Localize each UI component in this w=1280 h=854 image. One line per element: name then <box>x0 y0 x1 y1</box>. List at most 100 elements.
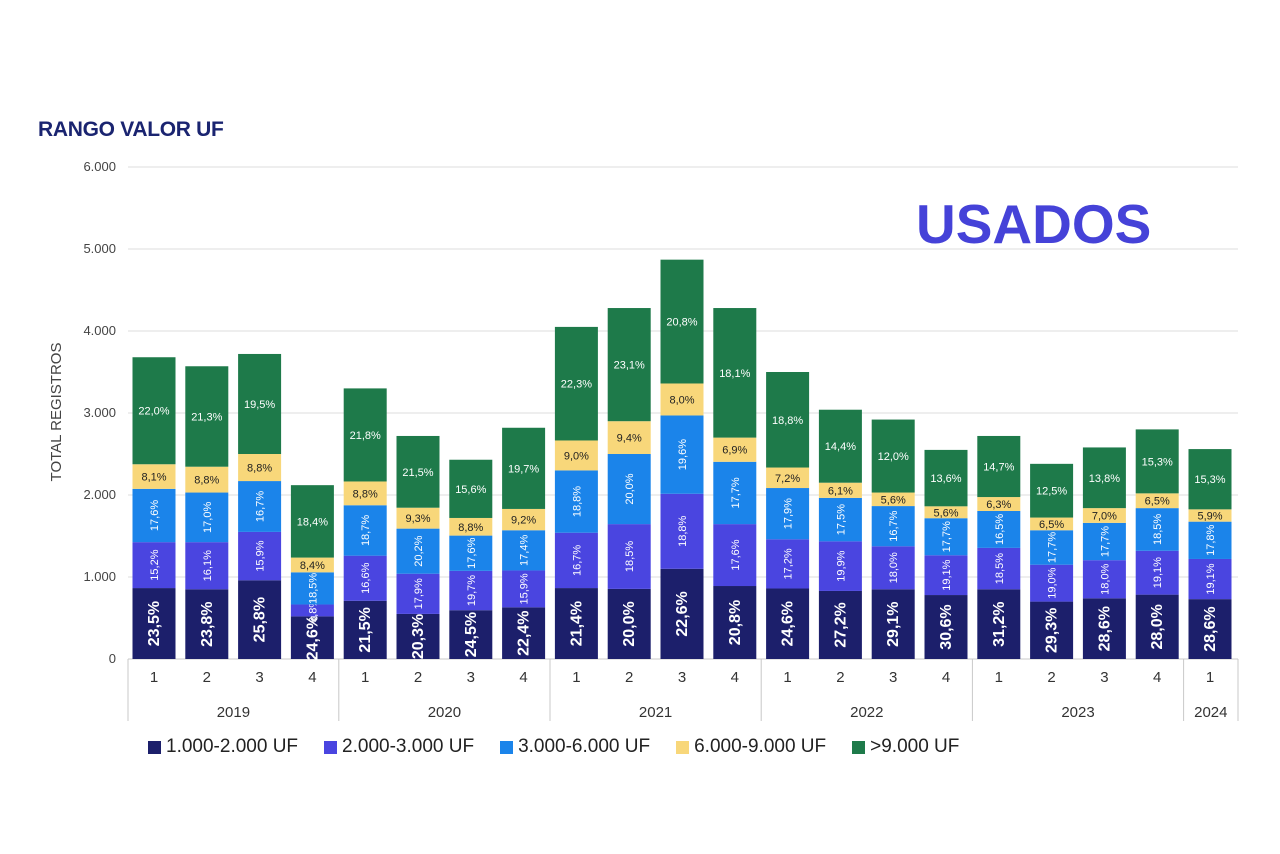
bar-stack: 20,3% 17,9% 20,2% 9,3% 21,5% <box>396 435 440 659</box>
data-label: 17,5% <box>835 504 847 535</box>
data-label: 20,8% <box>666 317 697 329</box>
bar-stack: 28,6% 19,1% 17,8%5,9% 15,3% <box>1188 449 1232 659</box>
bar-segment <box>871 546 915 590</box>
bar-stack: 29,3% 19,0% 17,7%6,5% 12,5% <box>1030 463 1074 659</box>
bar-stack: 22,4% 15,9% 17,4% 9,2% 19,7% <box>502 427 546 659</box>
x-tick-label: 1 <box>361 669 369 686</box>
bar-stack: 31,2% 18,5% 16,5% 6,3% 14,7% <box>977 435 1021 659</box>
bar-segment <box>343 481 387 506</box>
bar-segment <box>1135 594 1179 659</box>
bar-stack: 21,4% 16,7% 18,8% 9,0% 22,3% <box>554 326 598 659</box>
usados-badge: USADOS <box>916 193 1152 255</box>
x-tick-label: 3 <box>467 669 475 686</box>
bar-segment <box>396 435 440 508</box>
bar-segment <box>766 539 810 589</box>
data-label: 8,8% <box>353 488 378 500</box>
x-tick-label: 1 <box>150 669 158 686</box>
data-label: 18,8% <box>677 515 689 546</box>
y-tick-label: 1.000 <box>83 569 116 584</box>
x-tick-label: 1 <box>995 669 1003 686</box>
data-label: 17,9% <box>413 578 425 609</box>
data-label: 19,0% <box>1047 567 1059 598</box>
bar-segment <box>132 488 176 543</box>
bar-segment <box>290 616 334 659</box>
bar-segment <box>660 415 704 494</box>
bar-segment <box>660 493 704 569</box>
bar-segment <box>238 353 282 454</box>
y-tick-label: 2.000 <box>83 487 116 502</box>
data-label: 14,7% <box>983 462 1014 474</box>
bar-stack: 27,2% 19,9% 17,5% 6,1% 14,4% <box>818 409 862 659</box>
x-tick-label: 4 <box>308 669 316 686</box>
bar-segment <box>924 555 968 596</box>
bar-segment <box>238 454 282 482</box>
bar-segment <box>554 532 598 589</box>
bar-segment <box>185 542 229 590</box>
x-tick-label: 2 <box>203 669 211 686</box>
data-label: 12,0% <box>878 451 909 463</box>
data-label: 6,3% <box>986 499 1011 511</box>
bar-segment <box>502 530 546 571</box>
bar-segment <box>766 588 810 659</box>
bar-segment <box>713 461 757 525</box>
bar-segment <box>449 517 493 536</box>
bar-segment <box>660 259 704 384</box>
bar-stack: 29,1% 18,0% 16,7% 5,6% 12,0% <box>871 419 915 659</box>
y-tick-label: 3.000 <box>83 405 116 420</box>
x-tick-label: 3 <box>255 669 263 686</box>
data-label: 22,4% <box>516 610 533 655</box>
bar-segment <box>713 437 757 462</box>
data-label: 28,6% <box>1096 606 1113 651</box>
bar-segment <box>713 586 757 659</box>
data-label: 20,3% <box>410 614 427 659</box>
data-label: 19,6% <box>677 439 689 470</box>
bar-segment <box>607 524 651 589</box>
data-label: 19,5% <box>244 399 275 411</box>
data-label: 15,3% <box>1142 456 1173 468</box>
data-label: 17,8% <box>1205 524 1217 555</box>
data-label: 17,6% <box>730 539 742 570</box>
data-label: 18,0% <box>1099 563 1111 594</box>
data-label: 17,9% <box>783 498 795 529</box>
bar-segment <box>660 568 704 659</box>
data-label: 18,5% <box>994 553 1006 584</box>
data-label: 8,1% <box>141 472 166 484</box>
bar-segment <box>871 492 915 507</box>
data-label: 17,6% <box>466 537 478 568</box>
bar-stack: 28,6% 18,0% 17,7% 7,0% 13,8% <box>1082 447 1126 659</box>
bar-segment <box>818 541 862 591</box>
bar-segment <box>449 610 493 659</box>
bar-segment <box>1030 601 1074 659</box>
y-tick-label: 5.000 <box>83 241 116 256</box>
data-label: 25,8% <box>252 597 269 642</box>
bar-stack: 24,5% 19,7% 17,6% 8,8% 15,6% <box>449 459 493 659</box>
bar-segment <box>343 555 387 601</box>
x-group-label: 2021 <box>639 704 672 721</box>
bar-segment <box>1135 429 1179 494</box>
bar-segment <box>1188 449 1232 510</box>
bar-segment <box>1188 558 1232 600</box>
data-label: 5,6% <box>881 494 906 506</box>
bar-segment <box>290 485 334 558</box>
data-label: 16,6% <box>360 562 372 593</box>
bar-segment <box>1082 508 1126 523</box>
data-label: 7,2% <box>775 473 800 485</box>
bar-stack: 21,5% 16,6% 18,7% 8,8% 21,8% <box>343 388 387 659</box>
data-label: 8,0% <box>669 394 694 406</box>
data-label: 21,5% <box>357 607 374 652</box>
bar-segment <box>343 388 387 482</box>
data-label: 19,9% <box>835 550 847 581</box>
data-label: 22,0% <box>138 406 169 418</box>
legend-label: 2.000-3.000 UF <box>342 736 475 757</box>
legend-label: 3.000-6.000 UF <box>518 736 651 757</box>
data-label: 9,0% <box>564 450 589 462</box>
bar-segment <box>924 595 968 659</box>
legend-item: 2.000-3.000 UF <box>324 736 474 758</box>
bar-segment <box>449 535 493 571</box>
bar-stack: 30,6% 19,1% 17,7% 5,6% 13,6% <box>924 449 968 659</box>
data-label: 15,9% <box>519 573 531 604</box>
bar-stack: 24,6% 17,2% 17,9% 7,2% 18,8% <box>766 372 810 659</box>
bar-segment <box>1188 509 1232 522</box>
legend-swatch <box>324 740 338 754</box>
